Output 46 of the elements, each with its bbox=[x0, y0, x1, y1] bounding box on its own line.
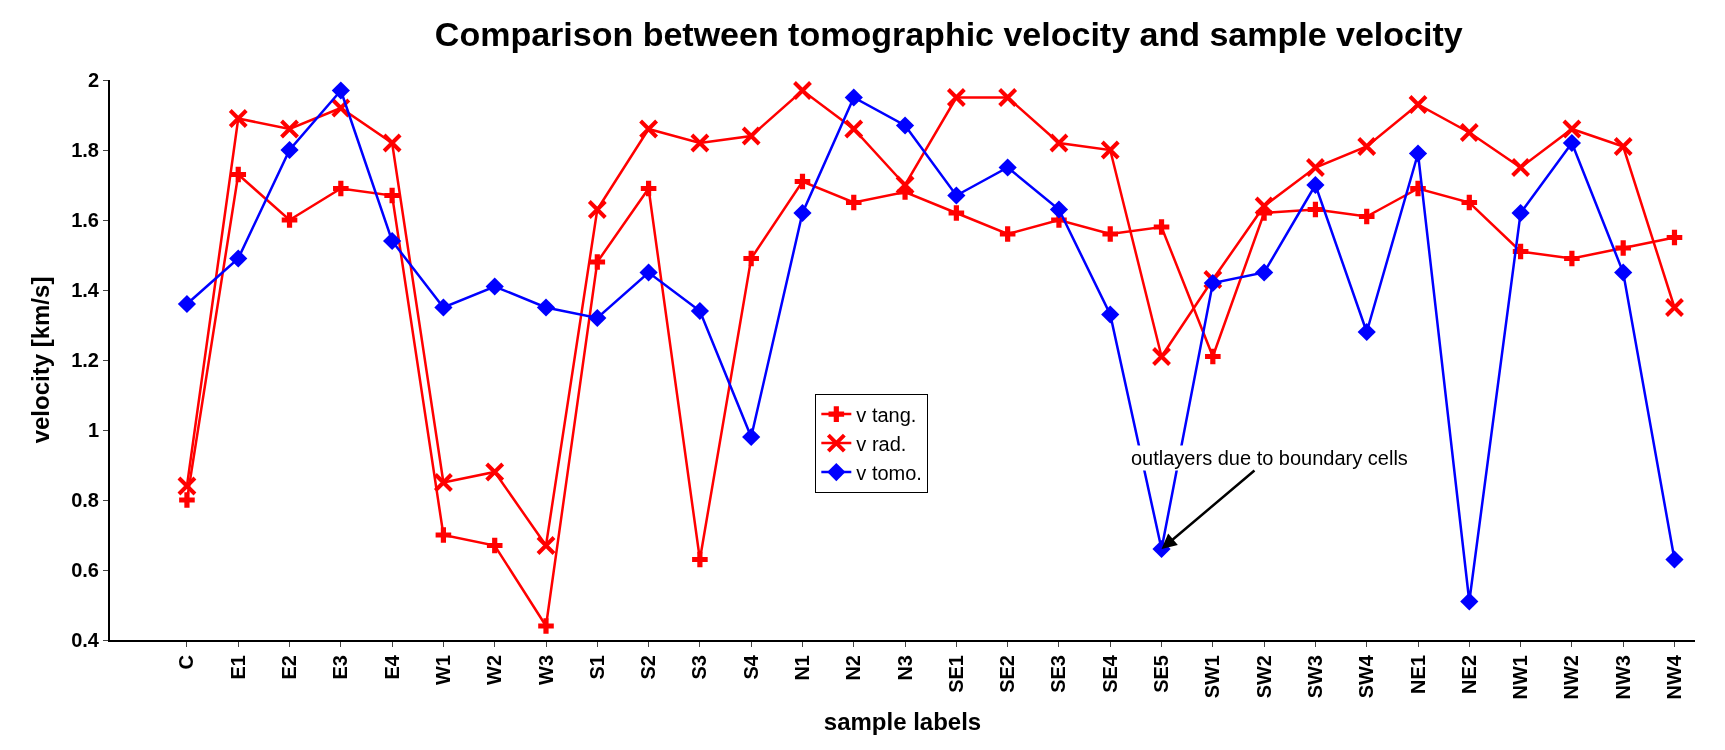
x-tick-label: N3 bbox=[893, 655, 916, 681]
legend-label: v tang. bbox=[856, 403, 917, 426]
x-tick-label: SW4 bbox=[1355, 654, 1378, 699]
x-tick-label: S4 bbox=[739, 654, 762, 680]
y-tick-label: 1.2 bbox=[71, 349, 99, 371]
x-tick-label: S1 bbox=[585, 655, 608, 680]
x-tick-label: SE5 bbox=[1150, 655, 1173, 693]
y-tick-label: 1 bbox=[87, 419, 99, 441]
x-tick-label: NE2 bbox=[1457, 655, 1480, 694]
legend-label: v rad. bbox=[856, 432, 907, 455]
x-tick-label: SW1 bbox=[1201, 655, 1224, 699]
x-tick-label: SW3 bbox=[1303, 655, 1326, 699]
x-tick-label: S3 bbox=[688, 655, 711, 680]
x-tick-label: NW4 bbox=[1662, 654, 1685, 700]
x-tick-label: SE1 bbox=[944, 655, 967, 693]
x-tick-label: S2 bbox=[637, 655, 660, 680]
x-tick-label: W1 bbox=[431, 655, 454, 685]
x-tick-label: E2 bbox=[278, 655, 301, 680]
x-tick-label: E3 bbox=[329, 655, 352, 680]
y-tick-label: 1.6 bbox=[71, 209, 99, 231]
x-tick-label: N2 bbox=[842, 655, 865, 681]
y-axis-title: velocity [km/s] bbox=[26, 276, 54, 444]
x-tick-label: SW2 bbox=[1252, 655, 1275, 699]
x-tick-label: NW2 bbox=[1560, 655, 1583, 700]
legend-label: v tomo. bbox=[856, 461, 922, 484]
x-tick-label: NE1 bbox=[1406, 655, 1429, 694]
y-tick-label: 0.8 bbox=[71, 489, 99, 511]
x-tick-label: N1 bbox=[790, 655, 813, 681]
x-axis-title: sample labels bbox=[823, 708, 982, 736]
x-tick-label: E1 bbox=[226, 655, 249, 680]
x-tick-label: E4 bbox=[380, 654, 403, 680]
y-tick-label: 0.6 bbox=[71, 559, 99, 581]
x-tick-label: W2 bbox=[483, 655, 506, 685]
x-tick-label: SE3 bbox=[1047, 655, 1070, 693]
x-tick-label: NW1 bbox=[1509, 655, 1532, 700]
annotation: outlayers due to boundary cells bbox=[1131, 447, 1408, 469]
y-tick-label: 1.8 bbox=[71, 139, 99, 161]
x-tick-label: NW3 bbox=[1611, 655, 1634, 700]
x-tick-label: C bbox=[175, 655, 198, 670]
x-tick-label: W3 bbox=[534, 655, 557, 685]
y-tick-label: 0.4 bbox=[71, 629, 100, 651]
x-tick-label: SE2 bbox=[996, 655, 1019, 693]
x-tick-label: SE4 bbox=[1098, 654, 1121, 693]
y-tick-label: 2 bbox=[87, 69, 99, 91]
chart-title: Comparison between tomographic velocity and sample velocity bbox=[434, 15, 1463, 54]
y-tick-label: 1.4 bbox=[71, 279, 100, 301]
